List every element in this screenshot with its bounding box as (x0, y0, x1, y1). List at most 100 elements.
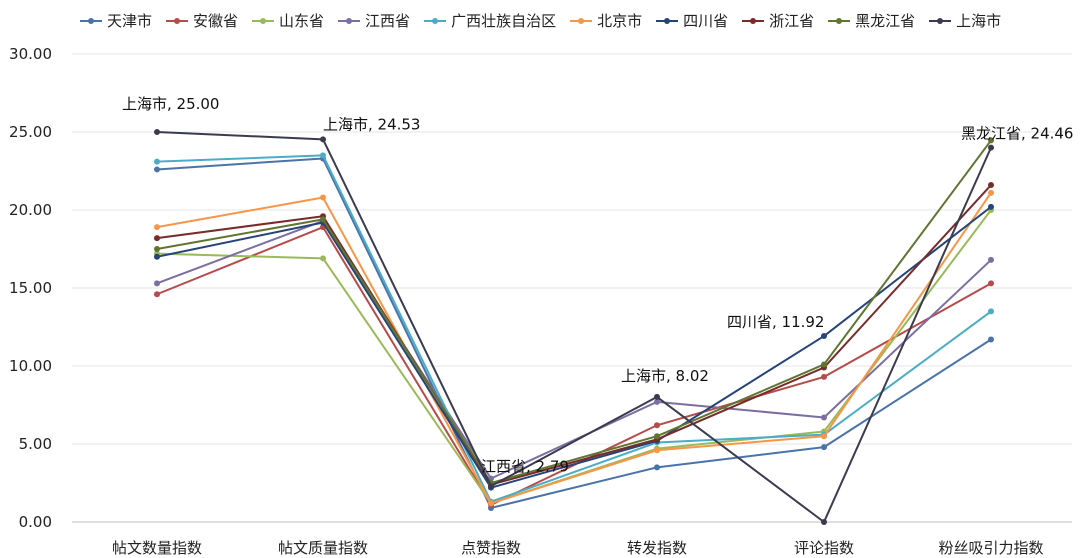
legend-item: 山东省 (252, 10, 324, 31)
data-point (320, 255, 326, 262)
data-point (154, 253, 160, 260)
data-point (320, 216, 326, 223)
x-tick-label: 评论指数 (794, 539, 854, 557)
legend-swatch (742, 15, 765, 27)
y-tick-label: 30.00 (9, 45, 52, 63)
data-point (821, 414, 827, 421)
data-point (154, 129, 160, 135)
data-point (154, 158, 160, 165)
data-point (821, 519, 827, 525)
data-point (154, 166, 160, 173)
legend-item: 上海市 (929, 10, 1001, 31)
y-tick-label: 15.00 (9, 279, 52, 297)
y-tick-label: 10.00 (9, 357, 52, 375)
series-lines (154, 129, 994, 525)
legend-label: 江西省 (365, 12, 411, 30)
data-point (488, 483, 494, 490)
data-point (988, 308, 994, 315)
data-point (988, 256, 994, 263)
legend-swatch (570, 15, 593, 27)
data-point (821, 444, 827, 451)
legend-label: 安徽省 (193, 12, 239, 30)
series-line (156, 157, 992, 509)
series-line (156, 184, 992, 486)
legend-item: 四川省 (656, 10, 728, 31)
series-line (156, 139, 992, 484)
data-point (654, 433, 660, 440)
x-tick-label: 帖文数量指数 (112, 539, 202, 557)
legend-item: 天津市 (80, 10, 152, 31)
data-point (821, 333, 827, 340)
series-line (156, 192, 992, 505)
legend-item: 黑龙江省 (828, 10, 915, 31)
data-point (488, 500, 494, 507)
series-line (156, 131, 992, 523)
legend-swatch (828, 15, 851, 27)
data-label: 江西省, 2.79 (481, 457, 569, 475)
legend-label: 黑龙江省 (855, 12, 916, 30)
legend-label: 四川省 (683, 12, 729, 30)
legend-label: 山东省 (279, 12, 325, 30)
data-label: 上海市, 8.02 (621, 367, 709, 385)
data-point (988, 182, 994, 189)
legend-swatch (424, 15, 447, 27)
legend-swatch (252, 15, 275, 27)
data-point (988, 203, 994, 210)
legend-swatch (166, 15, 189, 27)
y-tick-label: 20.00 (9, 201, 52, 219)
data-label: 黑龙江省, 24.46 (961, 124, 1073, 142)
data-point (320, 194, 326, 201)
data-point (154, 280, 160, 287)
x-tick-label: 帖文质量指数 (278, 539, 368, 557)
data-point (654, 422, 660, 429)
data-point (154, 246, 160, 252)
legend-item: 浙江省 (742, 10, 814, 31)
data-label: 四川省, 11.92 (727, 313, 824, 331)
data-point (654, 393, 660, 400)
data-point (988, 144, 994, 151)
legend-label: 北京市 (597, 12, 643, 30)
series-line (156, 219, 992, 480)
legend-swatch (929, 15, 952, 27)
data-label: 上海市, 24.53 (323, 115, 420, 133)
legend-item: 北京市 (570, 10, 642, 31)
data-point (988, 137, 994, 144)
data-point (154, 224, 160, 231)
legend-item: 广西壮族自治区 (424, 10, 556, 31)
legend-swatch (656, 15, 679, 27)
legend-swatch (80, 15, 102, 27)
data-point (988, 280, 994, 287)
data-point (320, 152, 326, 159)
data-point (654, 398, 660, 405)
data-label: 上海市, 25.00 (122, 95, 219, 113)
data-point (320, 136, 326, 143)
y-tick-label: 5.00 (19, 435, 52, 453)
legend-label: 上海市 (956, 12, 1002, 30)
legend-item: 江西省 (338, 10, 410, 31)
data-point (821, 361, 827, 368)
data-point (654, 464, 660, 471)
data-point (154, 291, 160, 298)
legend-label: 天津市 (107, 12, 153, 30)
data-point (988, 189, 994, 196)
gridlines (72, 53, 1072, 523)
data-point (988, 336, 994, 343)
data-point (821, 373, 827, 380)
data-annotations: 上海市, 25.00 上海市, 24.53 江西省, 2.79 上海市, 8.02 四川… (122, 95, 1073, 475)
data-point (654, 447, 660, 454)
axes: 0.00 5.00 10.00 15.00 20.00 25.00 30.00 帖文数量指数 帖… (9, 45, 1043, 557)
legend-item: 安徽省 (166, 10, 238, 31)
chart-legend: 天津市 安徽省 山东省 江西省 广西壮族自治区 北京市 四川省 浙江省 黑龙江省 上海市 (80, 10, 1015, 31)
x-tick-label: 点赞指数 (461, 539, 521, 557)
y-tick-label: 25.00 (9, 123, 52, 141)
y-tick-label: 0.00 (19, 513, 52, 531)
legend-label: 广西壮族自治区 (451, 12, 557, 30)
x-tick-label: 粉丝吸引力指数 (938, 539, 1043, 557)
data-point (821, 433, 827, 440)
data-point (154, 235, 160, 242)
series-line (156, 206, 992, 489)
legend-label: 浙江省 (769, 12, 815, 30)
legend-swatch (338, 15, 361, 27)
series-line (156, 154, 992, 503)
